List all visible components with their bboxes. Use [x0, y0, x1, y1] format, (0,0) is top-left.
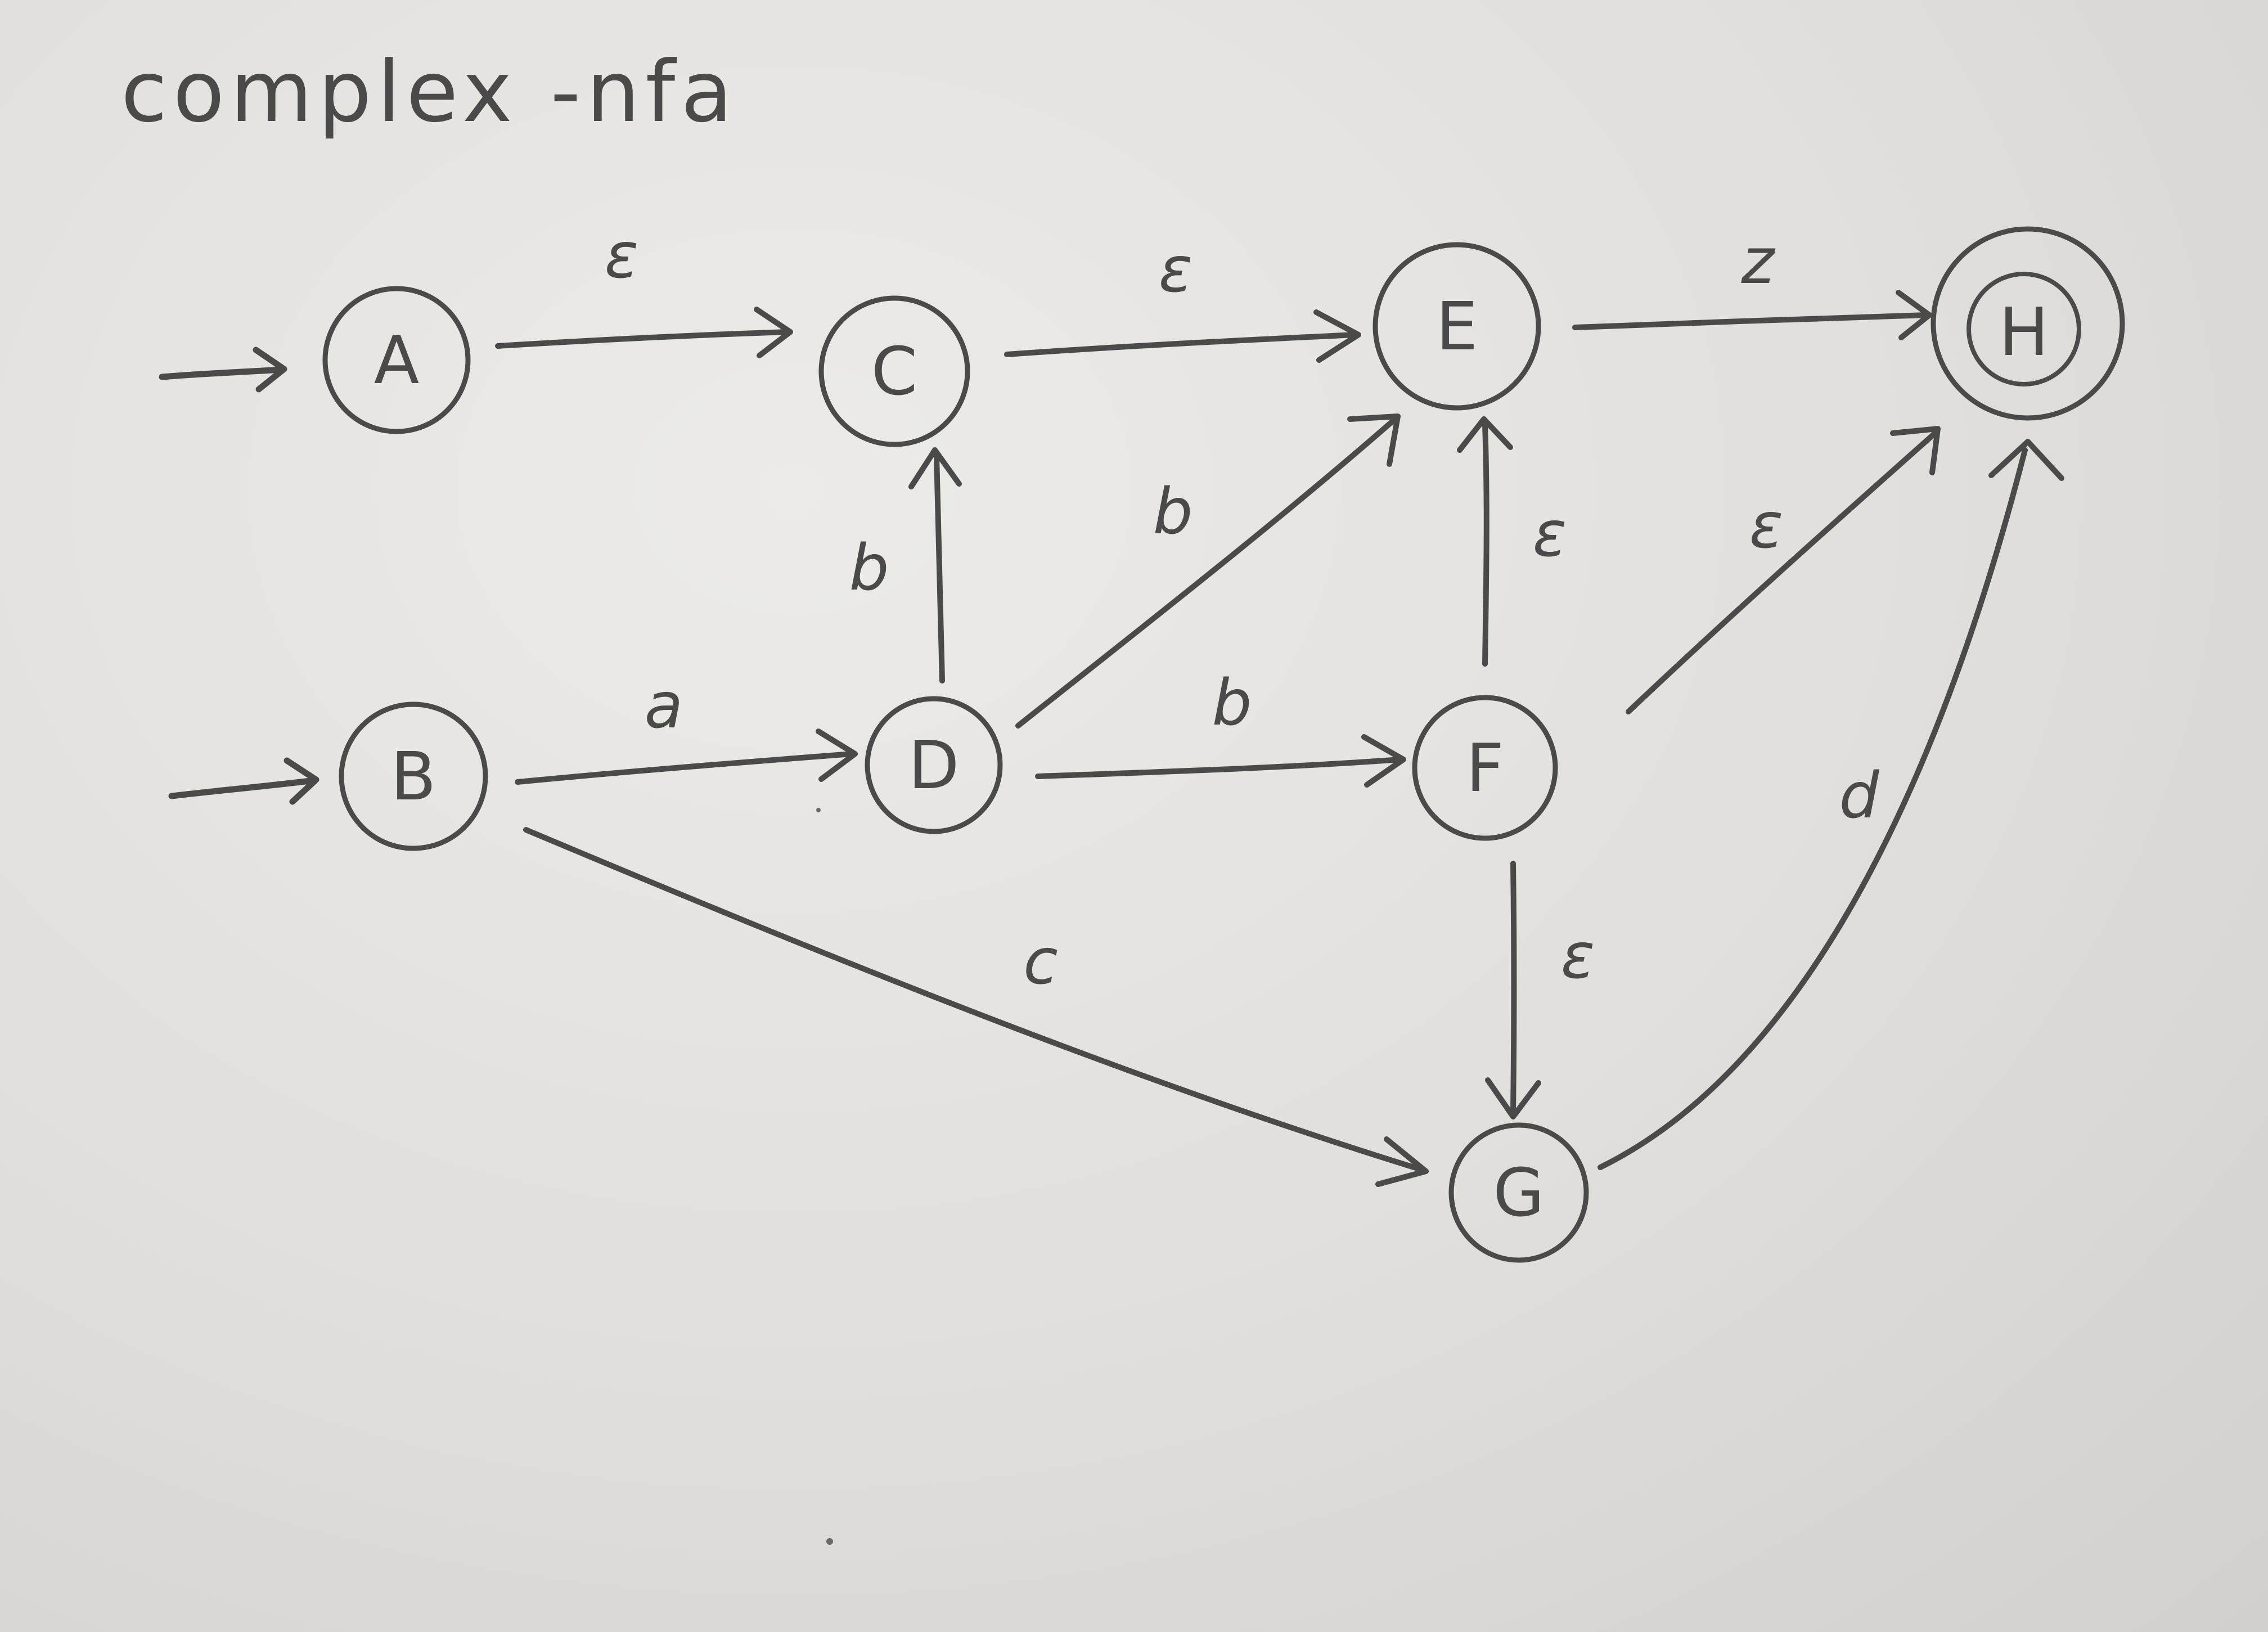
state-label-A: A: [374, 321, 420, 399]
transition-label-G-H: d: [1839, 759, 1879, 833]
transition-label-D-C: b: [849, 532, 889, 605]
pencil-speck: [816, 808, 821, 812]
transition-label-C-E: ε: [1159, 233, 1193, 307]
state-F: F: [1412, 695, 1558, 841]
state-label-G: G: [1493, 1154, 1544, 1231]
transition-B-G: c: [523, 827, 1429, 1187]
transition-D-C: b: [849, 447, 962, 684]
state-G: G: [1448, 1122, 1589, 1263]
transition-label-D-F: b: [1212, 667, 1252, 740]
state-H: H: [1930, 226, 2125, 421]
transition-F-E: ε: [1457, 416, 1567, 667]
transition-label-F-E: ε: [1533, 498, 1567, 571]
state-E: E: [1372, 242, 1541, 411]
transition-F-H: ε: [1626, 426, 1941, 714]
transition-A-C: ε: [495, 219, 793, 358]
transition-label-A-C: ε: [605, 219, 639, 293]
transition-G-H: d: [1598, 439, 2064, 1170]
pencil-speck: [826, 1538, 833, 1545]
state-C: C: [818, 295, 970, 447]
start-arrow-A: [159, 347, 287, 393]
state-label-F: F: [1466, 729, 1504, 807]
transition-label-D-E: b: [1153, 475, 1192, 549]
state-label-D: D: [908, 726, 960, 804]
state-label-E: E: [1436, 287, 1478, 365]
transition-B-D: a: [515, 669, 858, 785]
transition-label-E-H: z: [1741, 225, 1776, 298]
state-label-B: B: [391, 738, 436, 815]
transition-D-F: b: [1035, 667, 1406, 788]
transition-F-G: ε: [1485, 861, 1595, 1120]
state-label-C: C: [871, 332, 917, 410]
transition-D-E: b: [1015, 413, 1401, 729]
transition-C-E: ε: [1004, 233, 1361, 363]
state-B: B: [339, 702, 488, 851]
state-A: A: [322, 286, 471, 434]
transition-label-F-H: ε: [1749, 489, 1784, 563]
transition-label-F-G: ε: [1561, 920, 1595, 993]
start-arrow-B: [168, 757, 320, 805]
state-label-H: H: [1999, 293, 2049, 371]
transition-E-H: z: [1572, 225, 1932, 340]
state-D: D: [865, 696, 1003, 834]
transition-label-B-D: a: [645, 669, 683, 743]
transition-label-B-G: c: [1023, 925, 1058, 999]
diagram-title: complex -nfa: [121, 43, 738, 141]
